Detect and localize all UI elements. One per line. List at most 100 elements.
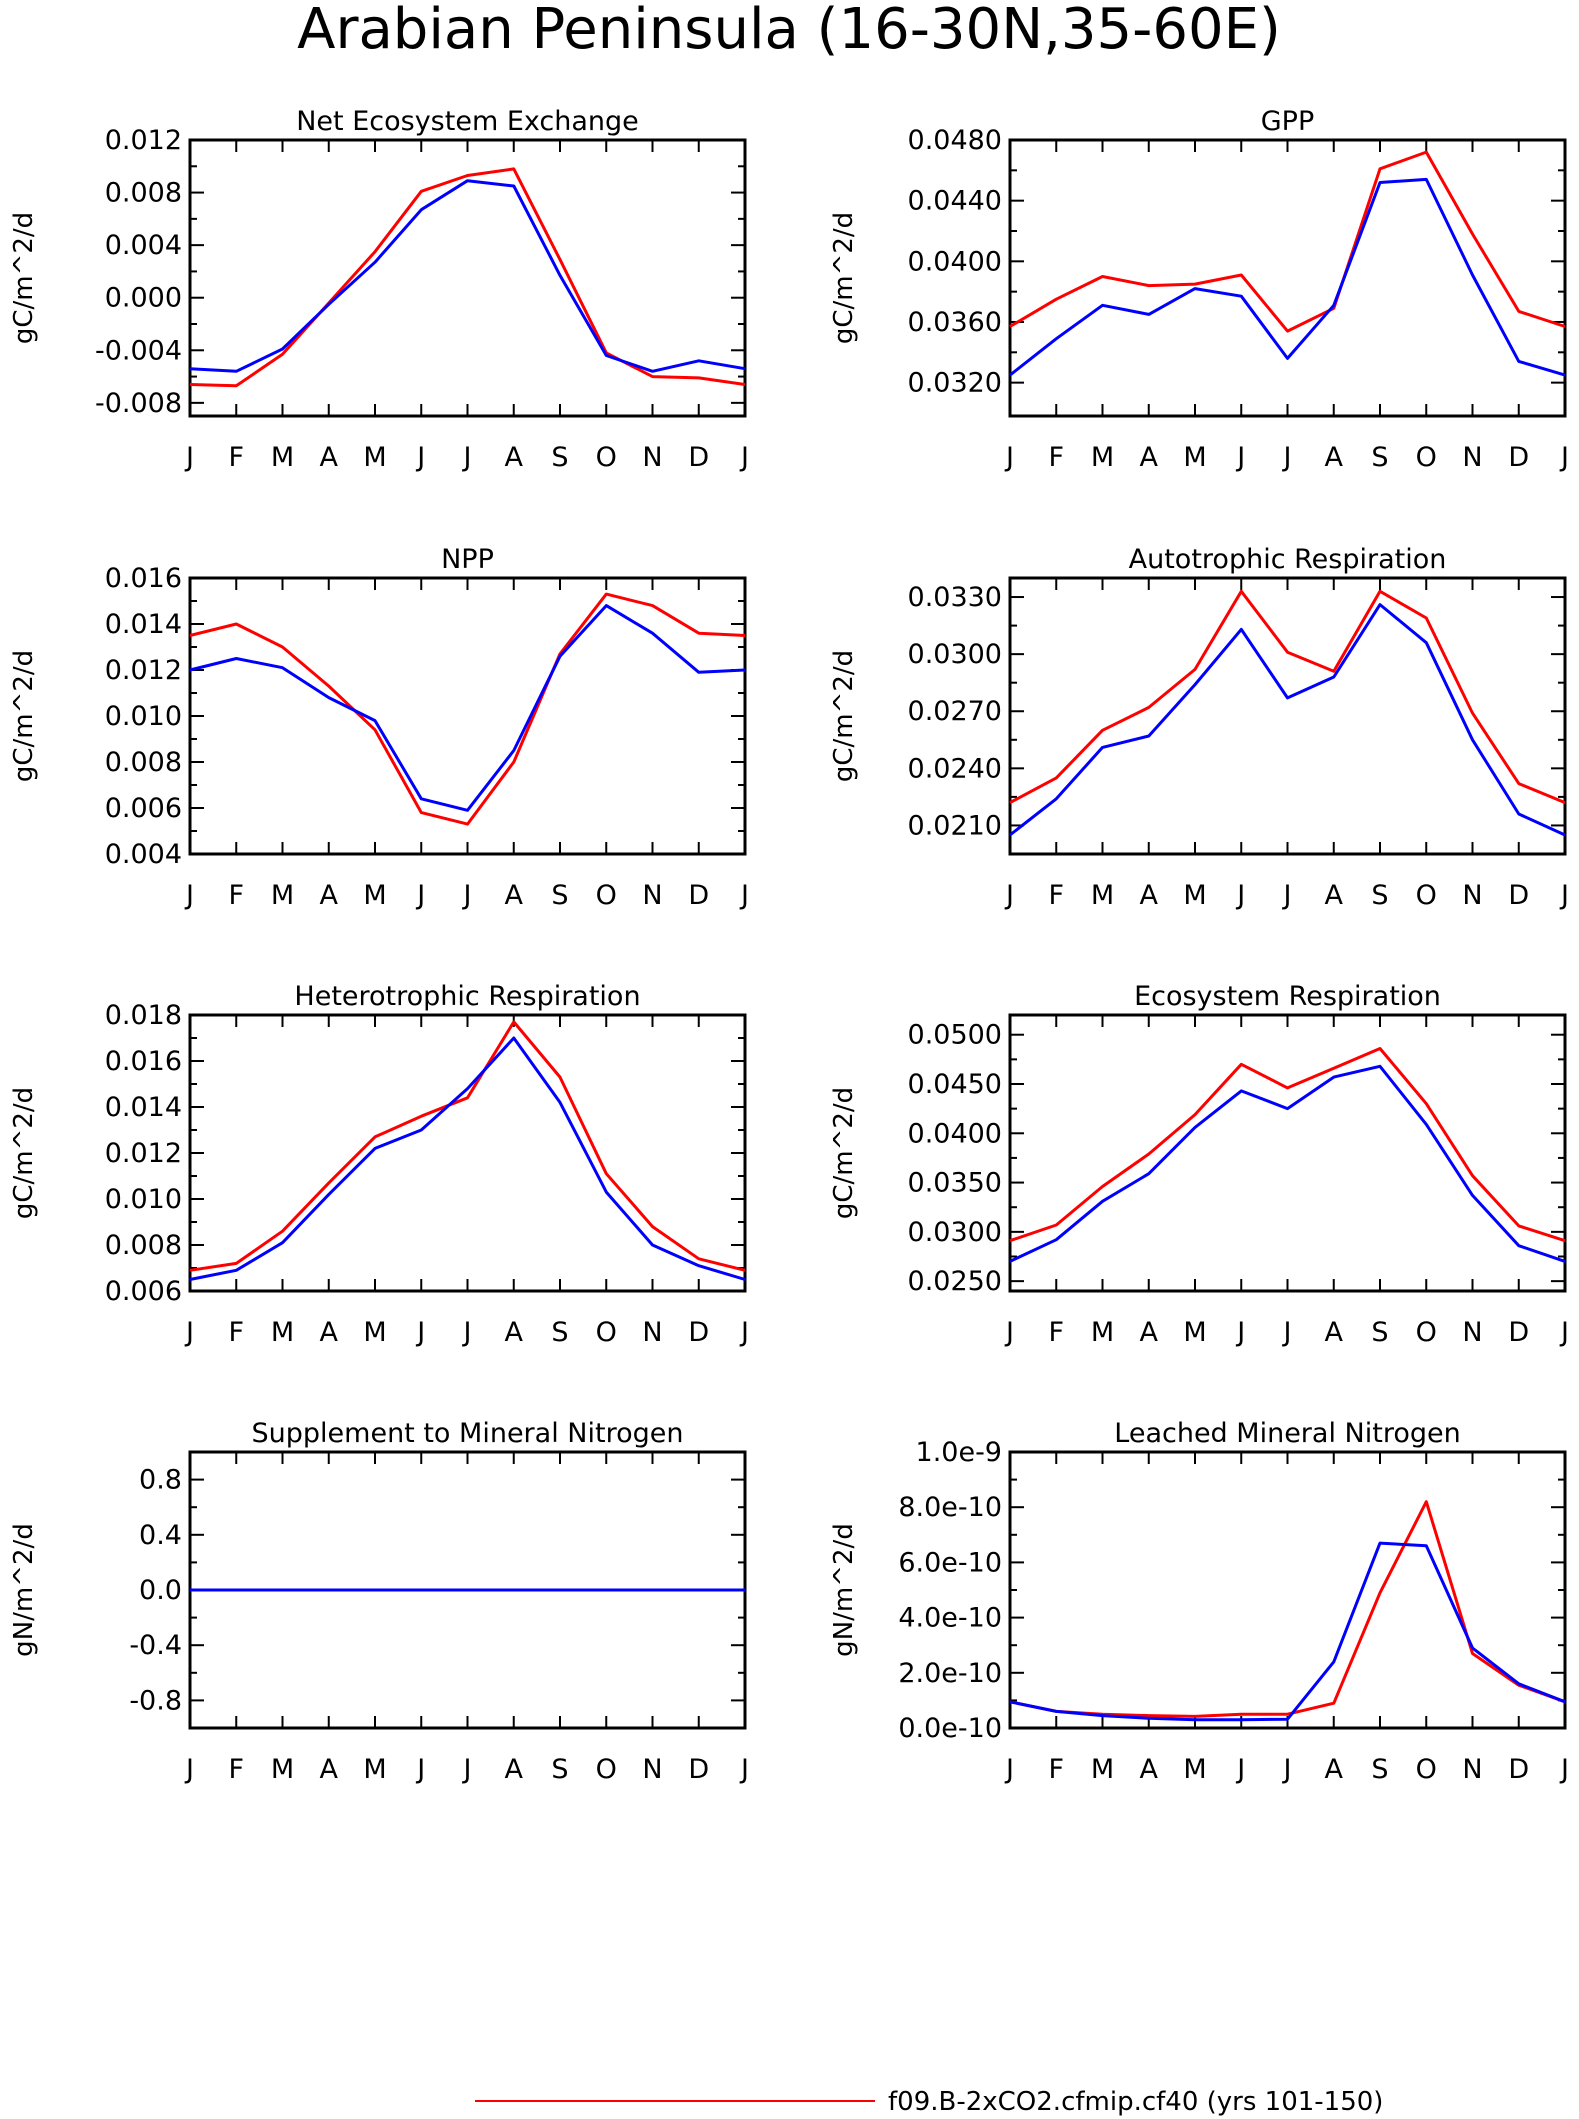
- series-line-blue: [1009, 177, 1566, 377]
- x-tick-label: J: [1559, 1754, 1569, 1785]
- y-axis-label: gC/m^2/d: [9, 650, 39, 782]
- x-tick-label: J: [415, 1754, 425, 1785]
- x-tick-label: O: [1416, 880, 1437, 911]
- x-tick-label: M: [1183, 1754, 1206, 1785]
- x-tick-label: J: [1559, 1317, 1569, 1348]
- x-tick-label: S: [551, 880, 568, 911]
- x-tick-label: S: [551, 1754, 568, 1785]
- x-tick-label: J: [1559, 442, 1569, 473]
- plot-frame: [1008, 1013, 1567, 1293]
- panel-3: NPP gC/m^2/d 0.004 0.006 0.008 0.010 0.012 0.01…: [9, 544, 749, 911]
- y-tick-label: 0.004: [105, 839, 182, 870]
- y-tick-label: 0.010: [105, 1184, 182, 1215]
- y-axis-label: gN/m^2/d: [9, 1523, 39, 1657]
- panel-4: Autotrophic Respiration gC/m^2/d 0.0210 0.0…: [829, 544, 1569, 911]
- panel-8: Leached Mineral Nitrogen gN/m^2/d 0.0e-10 2…: [829, 1418, 1569, 1785]
- x-tick-label: N: [642, 880, 662, 911]
- x-tick-label: A: [505, 442, 524, 473]
- series-line-red: [1009, 1047, 1566, 1243]
- series-line-blue: [189, 604, 746, 812]
- y-tick-label: 2.0e-10: [898, 1658, 1002, 1689]
- panels: Net Ecosystem Exchange gC/m^2/d -0.008 -0.0…: [9, 106, 1569, 1785]
- x-tick-label: S: [551, 1317, 568, 1348]
- plot-frame: [1008, 1450, 1567, 1730]
- x-tick-label: A: [505, 1317, 524, 1348]
- plot-frame: [188, 576, 747, 856]
- x-tick-label: A: [320, 442, 339, 473]
- x-tick-label: J: [1235, 880, 1245, 911]
- y-tick-label: 0.006: [105, 793, 182, 824]
- y-tick-label: 0.014: [105, 609, 182, 640]
- y-tick-label: 0.0210: [908, 810, 1002, 841]
- panel-title: Heterotrophic Respiration: [294, 981, 640, 1012]
- series-line-blue: [1009, 1064, 1566, 1263]
- x-tick-label: N: [1462, 1317, 1482, 1348]
- x-tick-label: A: [320, 880, 339, 911]
- x-tick-label: S: [1371, 1754, 1388, 1785]
- y-tick-label: 0.0240: [908, 753, 1002, 784]
- y-axis-label: gC/m^2/d: [9, 212, 39, 344]
- series-line-blue: [189, 1036, 746, 1281]
- y-axis-label: gC/m^2/d: [829, 212, 859, 344]
- x-tick-label: A: [1325, 442, 1344, 473]
- y-tick-label: 0.004: [105, 230, 182, 261]
- x-tick-label: J: [739, 1317, 749, 1348]
- y-tick-label: 0.0: [139, 1575, 182, 1606]
- x-tick-label: D: [688, 442, 709, 473]
- x-tick-label: J: [462, 1754, 472, 1785]
- x-tick-label: O: [1416, 1754, 1437, 1785]
- y-tick-label: 0.008: [105, 1230, 182, 1261]
- x-tick-label: S: [1371, 1317, 1388, 1348]
- series-line-red: [189, 167, 746, 388]
- x-tick-label: O: [596, 880, 617, 911]
- x-tick-label: A: [1325, 880, 1344, 911]
- x-tick-label: J: [184, 880, 194, 911]
- panel-2: GPP gC/m^2/d 0.0320 0.0360 0.0400 0.0440 0.048…: [829, 106, 1569, 473]
- y-axis-label: gC/m^2/d: [829, 650, 859, 782]
- x-tick-label: J: [739, 880, 749, 911]
- series-line-blue: [1009, 1541, 1566, 1722]
- y-tick-label: 0.0440: [908, 186, 1002, 217]
- x-tick-label: M: [1183, 880, 1206, 911]
- panel-title: Leached Mineral Nitrogen: [1114, 1418, 1460, 1449]
- x-tick-label: N: [1462, 1754, 1482, 1785]
- x-tick-label: M: [271, 1754, 294, 1785]
- x-tick-label: O: [1416, 1317, 1437, 1348]
- y-axis-label: gN/m^2/d: [829, 1523, 859, 1657]
- y-tick-label: 0.0300: [908, 1217, 1002, 1248]
- y-tick-label: 0.0360: [908, 307, 1002, 338]
- x-tick-label: M: [363, 1754, 386, 1785]
- x-tick-label: J: [1282, 1754, 1292, 1785]
- x-tick-label: O: [596, 442, 617, 473]
- y-tick-label: -0.008: [95, 388, 182, 419]
- x-tick-label: F: [228, 442, 244, 473]
- panel-title: Net Ecosystem Exchange: [296, 106, 639, 137]
- x-tick-label: A: [320, 1754, 339, 1785]
- legend-label: f09.B-2xCO2.cfmip.cf40 (yrs 101-150): [888, 2087, 1383, 2117]
- x-tick-label: J: [1235, 442, 1245, 473]
- x-tick-label: N: [642, 1754, 662, 1785]
- y-tick-label: 0.0270: [908, 696, 1002, 727]
- x-tick-label: F: [228, 880, 244, 911]
- x-tick-label: A: [1325, 1754, 1344, 1785]
- y-tick-label: -0.4: [129, 1630, 182, 1661]
- x-tick-label: D: [1508, 1754, 1529, 1785]
- y-tick-label: 0.0400: [908, 1118, 1002, 1149]
- y-tick-label: 0.016: [105, 563, 182, 594]
- series-line-red: [1009, 589, 1566, 804]
- x-tick-label: J: [1282, 1317, 1292, 1348]
- panel-title: Ecosystem Respiration: [1134, 981, 1441, 1012]
- x-tick-label: F: [1048, 1317, 1064, 1348]
- x-tick-label: J: [1004, 442, 1014, 473]
- x-tick-label: A: [505, 1754, 524, 1785]
- x-tick-label: F: [1048, 442, 1064, 473]
- x-tick-label: N: [642, 1317, 662, 1348]
- x-tick-label: N: [1462, 442, 1482, 473]
- y-tick-label: 0.0320: [908, 368, 1002, 399]
- panel-6: Ecosystem Respiration gC/m^2/d 0.0250 0.030…: [829, 981, 1569, 1348]
- x-tick-label: J: [184, 1754, 194, 1785]
- y-tick-label: 0.0400: [908, 246, 1002, 277]
- x-tick-label: A: [1325, 1317, 1344, 1348]
- x-tick-label: O: [1416, 442, 1437, 473]
